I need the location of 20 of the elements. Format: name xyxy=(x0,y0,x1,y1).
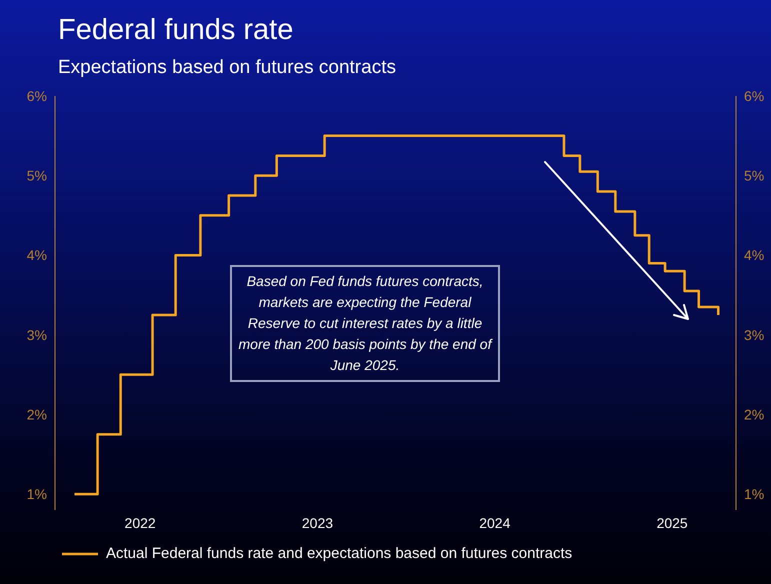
y-tick-label: 3% xyxy=(26,326,47,343)
chart-subtitle: Expectations based on futures contracts xyxy=(58,57,396,79)
legend-label: Actual Federal funds rate and expectations based on futures contracts xyxy=(106,545,572,562)
y2-tick-label: 3% xyxy=(744,326,764,343)
x-tick-label: 2023 xyxy=(302,514,334,531)
y2-tick-label: 2% xyxy=(744,406,764,422)
x-tick-label: 2022 xyxy=(124,514,156,531)
x-tick-label: 2024 xyxy=(479,514,511,531)
y2-tick-label: 6% xyxy=(744,88,764,104)
y-tick-label: 4% xyxy=(26,247,47,264)
y-tick-label: 2% xyxy=(26,406,47,422)
x-tick-label: 2025 xyxy=(656,514,688,531)
y-tick-label: 1% xyxy=(26,486,47,502)
y2-tick-label: 4% xyxy=(744,247,764,264)
chart-title: Federal funds rate xyxy=(58,14,294,47)
y-tick-label: 6% xyxy=(26,88,47,104)
y2-tick-label: 5% xyxy=(744,168,764,184)
annotation: Based on Fed funds futures contracts, markets are expecting the Federal Reserve to cut interest rates by a little more than 200 basis points by the end of June 2025. xyxy=(230,265,500,382)
y-tick-label: 5% xyxy=(26,168,47,184)
y2-tick-label: 1% xyxy=(744,486,764,502)
